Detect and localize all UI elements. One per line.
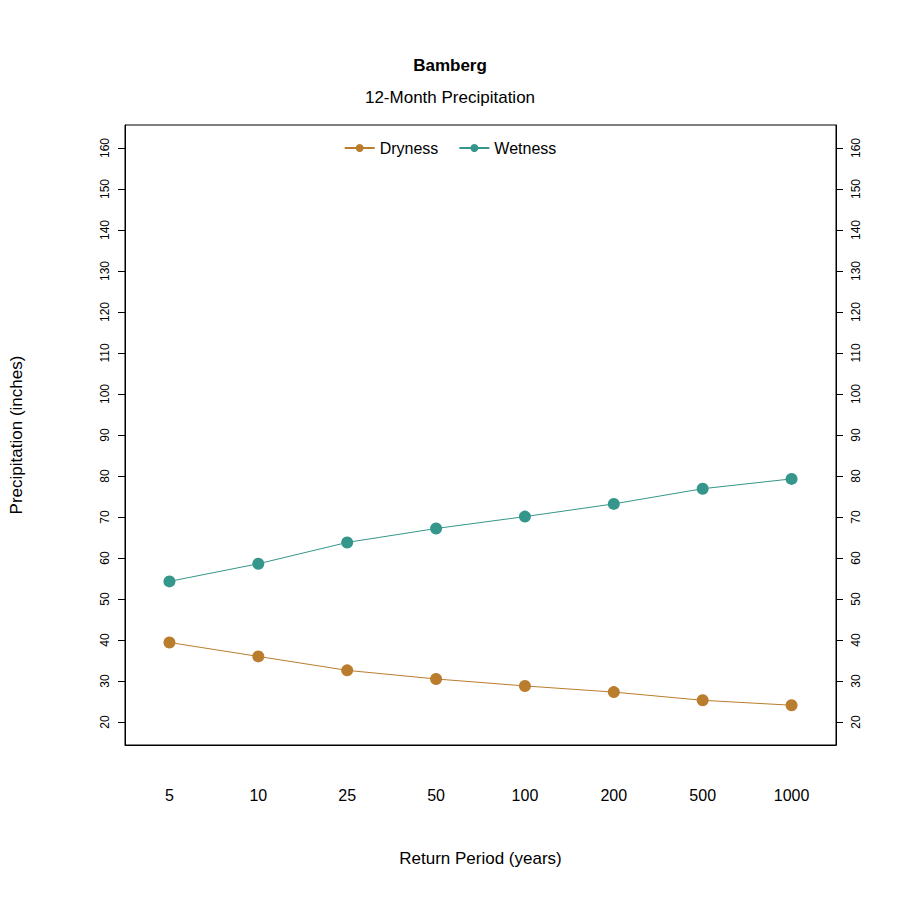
svg-text:140: 140 xyxy=(98,220,112,240)
svg-text:40: 40 xyxy=(98,633,112,647)
svg-text:500: 500 xyxy=(689,787,716,804)
svg-text:120: 120 xyxy=(98,302,112,322)
svg-text:30: 30 xyxy=(98,674,112,688)
svg-text:30: 30 xyxy=(849,674,863,688)
svg-text:110: 110 xyxy=(849,343,863,362)
svg-text:10: 10 xyxy=(249,787,267,804)
svg-text:80: 80 xyxy=(849,469,863,483)
svg-text:50: 50 xyxy=(98,592,112,606)
svg-text:150: 150 xyxy=(849,179,863,199)
svg-text:50: 50 xyxy=(427,787,445,804)
svg-text:80: 80 xyxy=(98,469,112,483)
svg-text:60: 60 xyxy=(98,551,112,565)
svg-text:70: 70 xyxy=(98,510,112,524)
svg-text:160: 160 xyxy=(849,138,863,158)
svg-text:130: 130 xyxy=(98,261,112,281)
svg-text:12-Month Precipitation: 12-Month Precipitation xyxy=(365,88,535,107)
svg-text:140: 140 xyxy=(849,220,863,240)
svg-text:60: 60 xyxy=(849,551,863,565)
svg-text:90: 90 xyxy=(98,428,112,442)
svg-text:40: 40 xyxy=(849,633,863,647)
svg-text:100: 100 xyxy=(849,384,863,404)
svg-text:Precipitation (inches): Precipitation (inches) xyxy=(7,356,26,515)
svg-text:130: 130 xyxy=(849,261,863,281)
svg-text:90: 90 xyxy=(849,428,863,442)
svg-text:Return Period (years): Return Period (years) xyxy=(399,849,562,868)
svg-text:200: 200 xyxy=(600,787,627,804)
svg-text:100: 100 xyxy=(98,384,112,404)
svg-text:120: 120 xyxy=(849,302,863,322)
svg-text:Dryness: Dryness xyxy=(380,140,439,157)
svg-text:110: 110 xyxy=(98,343,112,362)
svg-text:20: 20 xyxy=(98,715,112,729)
svg-text:70: 70 xyxy=(849,510,863,524)
svg-text:50: 50 xyxy=(849,592,863,606)
svg-text:160: 160 xyxy=(98,138,112,158)
svg-text:100: 100 xyxy=(512,787,539,804)
svg-text:20: 20 xyxy=(849,715,863,729)
svg-text:150: 150 xyxy=(98,179,112,199)
svg-text:1000: 1000 xyxy=(774,787,810,804)
svg-text:5: 5 xyxy=(165,787,174,804)
svg-text:Bamberg: Bamberg xyxy=(413,56,487,75)
svg-text:25: 25 xyxy=(338,787,356,804)
svg-text:Wetness: Wetness xyxy=(494,140,556,157)
